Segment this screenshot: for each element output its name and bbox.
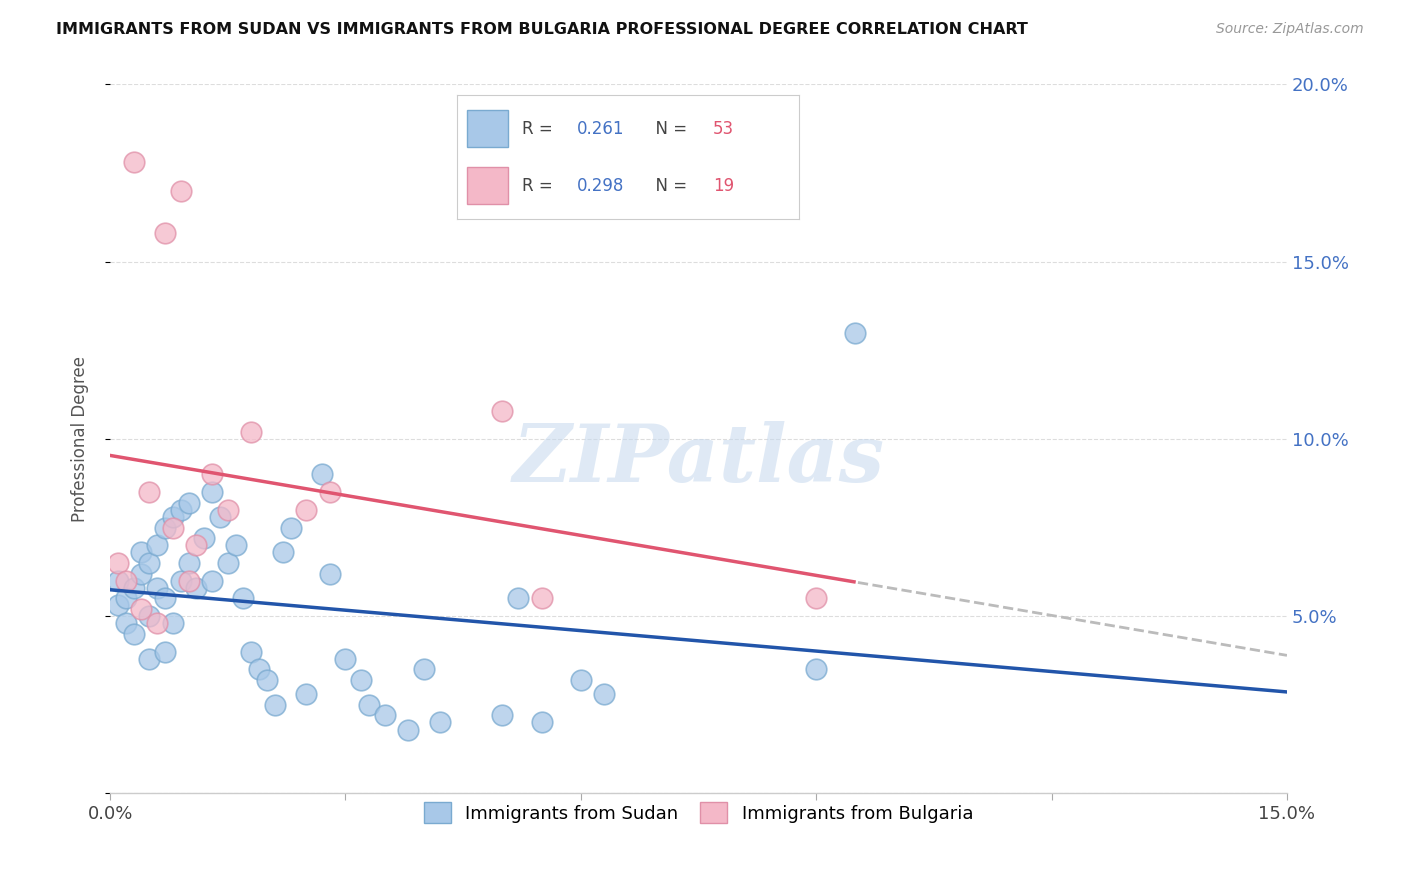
Point: [131, 602, 153, 616]
Legend: Immigrants from Sudan, Immigrants from Bulgaria: Immigrants from Sudan, Immigrants from B…: [413, 791, 984, 834]
Point: [138, 651, 160, 665]
Text: IMMIGRANTS FROM SUDAN VS IMMIGRANTS FROM BULGARIA PROFESSIONAL DEGREE CORRELATIO: IMMIGRANTS FROM SUDAN VS IMMIGRANTS FROM…: [56, 22, 1028, 37]
Point: [114, 574, 136, 588]
Point: [311, 467, 333, 482]
Point: [170, 184, 193, 198]
Point: [530, 591, 553, 606]
Point: [491, 403, 513, 417]
Point: [107, 556, 129, 570]
Point: [256, 673, 278, 687]
Point: [114, 616, 136, 631]
Point: [806, 591, 828, 606]
Point: [374, 708, 396, 723]
Point: [217, 503, 239, 517]
Point: [114, 591, 136, 606]
Point: [319, 566, 342, 581]
Point: [232, 591, 254, 606]
Point: [153, 227, 176, 241]
Point: [201, 467, 224, 482]
Point: [247, 662, 270, 676]
Point: [186, 538, 208, 552]
Text: Source: ZipAtlas.com: Source: ZipAtlas.com: [1216, 22, 1364, 37]
Point: [530, 715, 553, 730]
Point: [844, 326, 866, 340]
Point: [131, 545, 153, 559]
Point: [806, 662, 828, 676]
Point: [295, 503, 318, 517]
Point: [593, 687, 616, 701]
Point: [153, 644, 176, 658]
Point: [208, 509, 231, 524]
Point: [319, 485, 342, 500]
Point: [280, 520, 302, 534]
Point: [162, 509, 184, 524]
Point: [413, 662, 436, 676]
Point: [131, 566, 153, 581]
Point: [263, 698, 285, 712]
Point: [138, 609, 160, 624]
Point: [162, 520, 184, 534]
Point: [295, 687, 318, 701]
Text: ZIPatlas: ZIPatlas: [512, 421, 884, 499]
Point: [177, 556, 200, 570]
Point: [240, 425, 263, 439]
Point: [162, 616, 184, 631]
Point: [186, 581, 208, 595]
Point: [201, 485, 224, 500]
Point: [107, 574, 129, 588]
Point: [240, 644, 263, 658]
Point: [177, 496, 200, 510]
Point: [569, 673, 592, 687]
Point: [170, 574, 193, 588]
Point: [271, 545, 294, 559]
Point: [153, 520, 176, 534]
Point: [153, 591, 176, 606]
Point: [122, 627, 145, 641]
Point: [107, 599, 129, 613]
Point: [138, 485, 160, 500]
Point: [170, 503, 193, 517]
Point: [138, 556, 160, 570]
Point: [193, 531, 215, 545]
Point: [491, 708, 513, 723]
Point: [225, 538, 247, 552]
Point: [350, 673, 373, 687]
Point: [335, 651, 357, 665]
Point: [177, 574, 200, 588]
Point: [146, 616, 169, 631]
Point: [201, 574, 224, 588]
Point: [429, 715, 451, 730]
Point: [146, 581, 169, 595]
Point: [122, 155, 145, 169]
Point: [506, 591, 529, 606]
Point: [122, 581, 145, 595]
Point: [396, 723, 419, 737]
Point: [357, 698, 380, 712]
Point: [217, 556, 239, 570]
Y-axis label: Professional Degree: Professional Degree: [72, 356, 89, 522]
Point: [146, 538, 169, 552]
